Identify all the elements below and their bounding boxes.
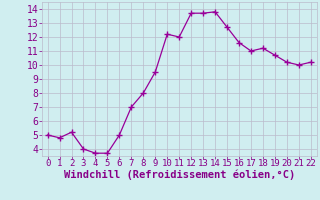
X-axis label: Windchill (Refroidissement éolien,°C): Windchill (Refroidissement éolien,°C) — [64, 170, 295, 180]
